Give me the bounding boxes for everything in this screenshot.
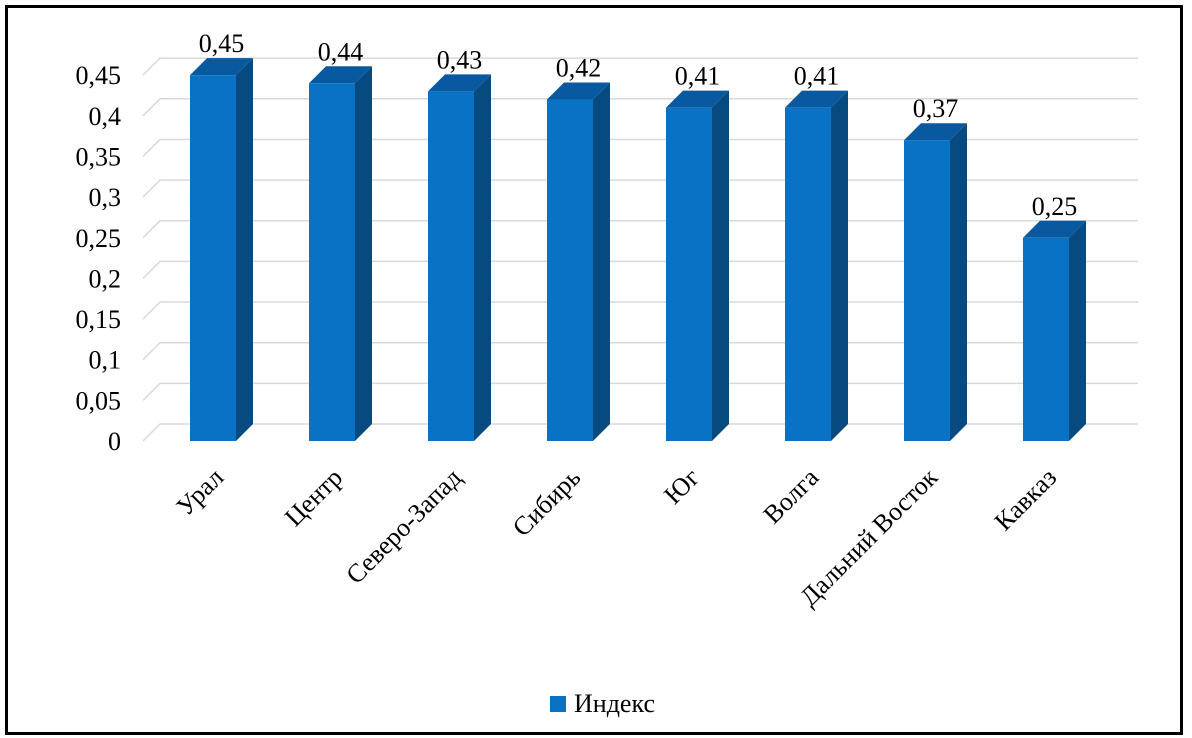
bar-side [593, 82, 610, 441]
bar-side [950, 123, 967, 441]
bar-front [190, 75, 236, 442]
data-label: 0,25 [1032, 192, 1078, 221]
gridline [142, 220, 1138, 239]
bar-side [355, 66, 372, 441]
bar [309, 66, 372, 441]
bar-side [474, 74, 491, 441]
bar-top [309, 66, 372, 84]
bar [1023, 220, 1086, 441]
bar [666, 90, 729, 442]
bar-top [666, 90, 729, 108]
bars [190, 58, 1086, 442]
category-label: Урал [171, 463, 230, 522]
data-label: 0,43 [437, 45, 483, 74]
bar-top [190, 58, 253, 76]
gridline [142, 341, 1138, 361]
bar [190, 58, 253, 442]
y-tick-label: 0,45 [76, 61, 122, 90]
bar-top [785, 90, 848, 108]
gridline [142, 98, 1138, 117]
gridline [142, 138, 1138, 157]
legend-swatch [550, 696, 566, 712]
category-label: Сибирь [507, 463, 586, 542]
legend-label: Индекс [574, 689, 655, 718]
y-tick-label: 0,15 [76, 305, 122, 334]
bar-front [1023, 237, 1069, 441]
data-label: 0,37 [913, 94, 959, 123]
y-tick-label: 0,25 [76, 224, 122, 253]
bar-front [666, 107, 712, 442]
gridline [142, 301, 1138, 320]
data-label: 0,44 [318, 37, 364, 66]
category-label: Кавказ [989, 463, 1062, 536]
bar [428, 74, 491, 441]
bar-top [904, 123, 967, 141]
y-tick-label: 0,3 [89, 183, 122, 212]
gridline [142, 382, 1138, 401]
bar-front [785, 107, 831, 442]
bar-front [547, 99, 593, 441]
data-label: 0,41 [794, 62, 840, 91]
bar-chart: 00,050,10,150,20,250,30,350,40,45 0,45 0,… [76, 29, 1138, 718]
category-label: Юг [658, 463, 705, 510]
category-label: Центр [279, 463, 348, 532]
gridline [142, 423, 1138, 442]
y-axis-ticks: 0 0,05 0,1 0,15 0,2 0,25 0,3 0,35 0,4 0,45 [76, 61, 122, 456]
bar-front [309, 83, 355, 441]
bar-front [904, 140, 950, 441]
data-label: 0,41 [675, 62, 721, 91]
bar-side [831, 90, 848, 442]
bar-side [712, 90, 729, 442]
y-tick-label: 0,35 [76, 142, 122, 171]
category-label: Северо-Запад [340, 463, 467, 590]
chart-frame: 0 0,05 0,1 0,15 0,2 0,25 0,3 0,35 0,4 0,45 0,45 0,… [5, 5, 1183, 735]
gridline [142, 260, 1138, 279]
gridlines [142, 57, 1138, 442]
y-tick-label: 0,2 [89, 264, 122, 293]
bar-side [1069, 220, 1086, 441]
bar-top [1023, 220, 1086, 238]
bar-front [428, 91, 474, 441]
bar-side [236, 58, 253, 442]
legend: Индекс [550, 689, 655, 718]
bar [785, 90, 848, 442]
data-label: 0,45 [199, 29, 245, 58]
bar-top [428, 74, 491, 92]
y-tick-label: 0 [108, 427, 121, 456]
bar [547, 82, 610, 441]
y-tick-label: 0,4 [89, 102, 122, 131]
bar-top [547, 82, 610, 100]
data-labels: 0,45 0,44 0,43 0,42 0,41 0,41 0,37 0,25 [199, 29, 1078, 221]
category-label: Волга [758, 462, 825, 529]
gridline [142, 179, 1138, 198]
y-tick-label: 0,05 [76, 386, 122, 415]
gridline [142, 57, 1138, 76]
y-tick-label: 0,1 [89, 346, 122, 375]
bar [904, 123, 967, 441]
data-label: 0,42 [556, 54, 602, 83]
